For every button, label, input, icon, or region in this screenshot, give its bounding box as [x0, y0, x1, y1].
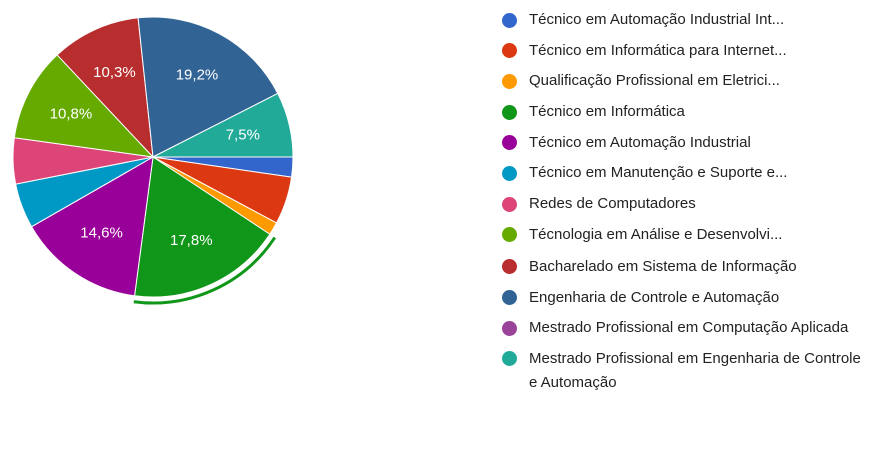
legend-swatch — [502, 104, 517, 120]
slice-label: 19,2% — [176, 67, 219, 84]
legend-swatch — [502, 165, 517, 181]
legend-item[interactable]: Redes de Computadores — [500, 192, 865, 216]
legend-item[interactable]: Técnico em Automação Industrial Int... — [500, 8, 865, 32]
legend-swatch — [502, 351, 517, 367]
pie-slice — [30, 156, 154, 297]
legend-label: Qualificação Profissional em Eletrici... — [529, 72, 780, 90]
slice-label: 17,8% — [170, 232, 213, 249]
legend-item[interactable]: Técnologia em Análise e Desenvolvi... — [500, 223, 865, 247]
legend-item[interactable]: Bacharelado em Sistema de Informação — [500, 255, 865, 279]
legend-label: Técnico em Automação Industrial Int... — [529, 11, 785, 28]
legend-label: Técnologia em Análise e Desenvolvi... — [529, 225, 783, 243]
legend-label: Bacharelado em Sistema de Informação — [529, 257, 797, 275]
slice-label: 14,6% — [80, 225, 123, 242]
legend-label: Técnico em Informática para Internet... — [529, 41, 787, 59]
legend-label: Engenharia de Controle e Automação — [529, 288, 780, 306]
pie-slice — [134, 156, 271, 298]
slice-highlight — [133, 236, 277, 305]
legend-swatch — [502, 73, 517, 89]
legend-item[interactable]: Mestrado Profissional em Engenharia de C… — [500, 347, 865, 395]
legend-swatch — [502, 43, 517, 59]
legend-label: Técnico em Manutenção e Suporte e... — [529, 164, 788, 182]
slice-label: 10,8% — [50, 106, 93, 123]
legend-item[interactable]: Técnico em Manutenção e Suporte e... — [500, 161, 865, 185]
legend-item[interactable]: Mestrado Profissional em Computação Apli… — [500, 316, 865, 340]
pie: 17,8% 14,6% 10,8% 10,3% 19,2% 7,5% — [12, 16, 294, 305]
slice-label: 10,3% — [93, 64, 136, 81]
legend-label: Mestrado Profissional em Engenharia de C… — [529, 349, 861, 391]
legend-item[interactable]: Técnico em Automação Industrial — [500, 131, 865, 155]
pie-slice — [137, 16, 279, 158]
legend-swatch — [502, 320, 517, 336]
legend-item[interactable]: Engenharia de Controle e Automação — [500, 286, 865, 310]
legend-swatch — [502, 290, 517, 305]
slice-label: 7,5% — [226, 126, 260, 143]
pie-slice — [152, 92, 294, 158]
legend-label: Técnico em Automação Industrial — [529, 133, 751, 151]
pie-slice — [13, 54, 155, 158]
legend-swatch — [502, 259, 517, 275]
legend-swatch — [502, 12, 517, 28]
legend-swatch — [502, 227, 517, 243]
legend-item[interactable]: Técnico em Informática para Internet... — [500, 39, 865, 63]
legend-item[interactable]: Técnico em Informática — [500, 100, 865, 124]
legend: Técnico em Automação Industrial Int... Té… — [500, 8, 865, 402]
pie-slice — [56, 17, 154, 159]
legend-label: Técnico em Informática — [529, 103, 685, 121]
legend-label: Redes de Computadores — [529, 195, 696, 213]
legend-label: Mestrado Profissional em Computação Apli… — [529, 319, 849, 337]
legend-swatch — [502, 135, 517, 151]
legend-swatch — [502, 196, 517, 212]
legend-item[interactable]: Qualificação Profissional em Eletrici... — [500, 69, 865, 93]
